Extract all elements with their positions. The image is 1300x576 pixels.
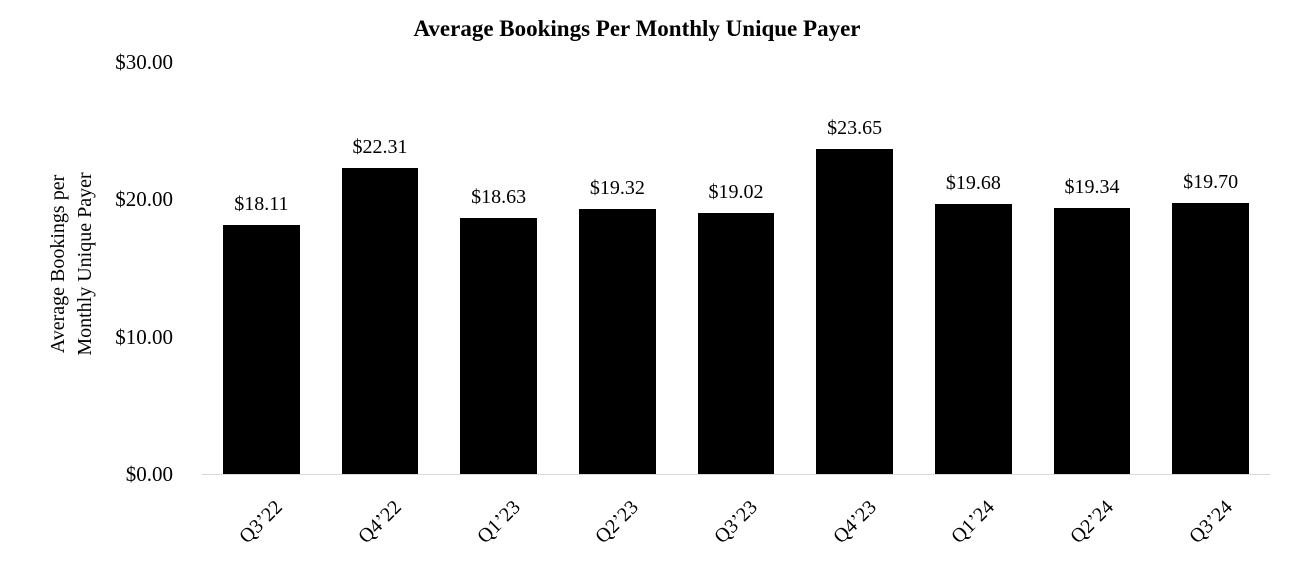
x-axis-category-label-text: Q1’24 bbox=[947, 496, 1000, 548]
x-axis-category-label-text: Q2’23 bbox=[591, 496, 644, 548]
chart-bar bbox=[223, 225, 300, 474]
chart-bar bbox=[935, 203, 1012, 474]
chart-bar bbox=[816, 149, 893, 474]
chart-bar bbox=[460, 218, 537, 474]
bar-value-label: $19.68 bbox=[945, 171, 1001, 194]
chart-title: Average Bookings Per Monthly Unique Paye… bbox=[413, 16, 861, 41]
chart-bar bbox=[1172, 203, 1249, 474]
bar-value-label: $19.34 bbox=[1064, 176, 1120, 199]
x-axis-category-label-text: Q4’22 bbox=[354, 496, 406, 548]
chart-bar bbox=[697, 212, 775, 474]
y-axis-tick-label: $30.00 bbox=[115, 50, 173, 74]
bar-value-label: $22.31 bbox=[352, 135, 408, 158]
bar-value-label: $19.02 bbox=[708, 180, 764, 203]
bar-value-label: $18.11 bbox=[234, 193, 289, 216]
bar-value-label: $19.32 bbox=[589, 176, 645, 199]
x-axis-category-label-text: Q3’22 bbox=[235, 496, 288, 548]
bar-value-label: $23.65 bbox=[827, 117, 883, 140]
y-axis-tick-label: $20.00 bbox=[115, 187, 173, 212]
x-axis-category-label-text: Q1’23 bbox=[472, 496, 525, 548]
x-axis-category-label-text: Q2’24 bbox=[1066, 496, 1118, 548]
x-axis-category-label-text: Q3’24 bbox=[1184, 496, 1237, 548]
x-axis-category-label-text: Q3’23 bbox=[710, 496, 762, 548]
chart-bar bbox=[579, 208, 656, 474]
bar-value-label: $18.63 bbox=[471, 186, 527, 209]
chart-bar bbox=[341, 167, 419, 474]
x-axis-line bbox=[202, 474, 1270, 475]
y-axis-tick-label: $0.00 bbox=[125, 462, 173, 486]
y-axis-tick-label: $10.00 bbox=[115, 324, 173, 349]
x-axis-category-label-text: Q4’23 bbox=[828, 496, 881, 548]
chart-bar bbox=[1053, 208, 1131, 474]
bar-value-label: $19.70 bbox=[1183, 171, 1239, 194]
